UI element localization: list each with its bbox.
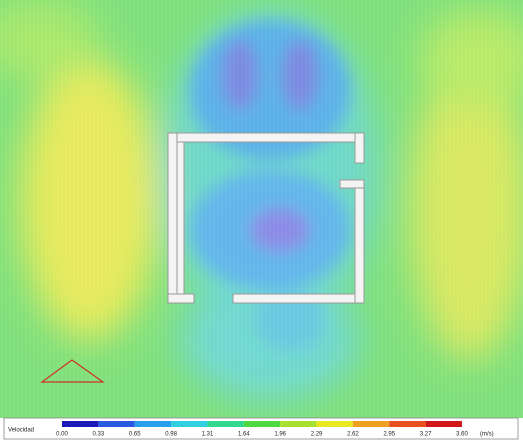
color-swatch [353,421,389,427]
legend-tick-label: 0.00 [56,432,68,438]
legend-unit: (m/s) [480,432,494,438]
legend-label: Velocidad [8,428,34,434]
color-swatch [389,421,425,427]
legend-tick-label: 0.33 [93,432,105,438]
field [0,0,523,418]
legend-tick-label: 2.62 [347,432,359,438]
color-swatch [244,421,280,427]
legend-tick-label: 0.98 [165,432,177,438]
color-swatch [62,421,98,427]
color-swatch [207,421,243,427]
legend-tick-label: 1.96 [274,432,286,438]
legend-tick-label: 3.60 [456,432,468,438]
legend-tick-label: 2.29 [311,432,323,438]
legend-tick-label: 0.65 [129,432,141,438]
legend-tick-label: 1.64 [238,432,250,438]
color-swatch [135,421,171,427]
color-swatch [426,421,462,427]
legend: Velocidad (m/s) 0.00 0.33 0.65 0.98 1.31 1.64… [4,418,518,439]
color-swatch [317,421,353,427]
legend-tick-label: 1.31 [202,432,214,438]
color-swatch [280,421,316,427]
color-swatch [171,421,207,427]
velocity-field-view: Velocidad (m/s) 0.00 0.33 0.65 0.98 1.31 1.64… [0,0,523,440]
legend-tick-label: 2.95 [383,432,395,438]
legend-tick-label: 3.27 [420,432,432,438]
color-swatch [98,421,134,427]
